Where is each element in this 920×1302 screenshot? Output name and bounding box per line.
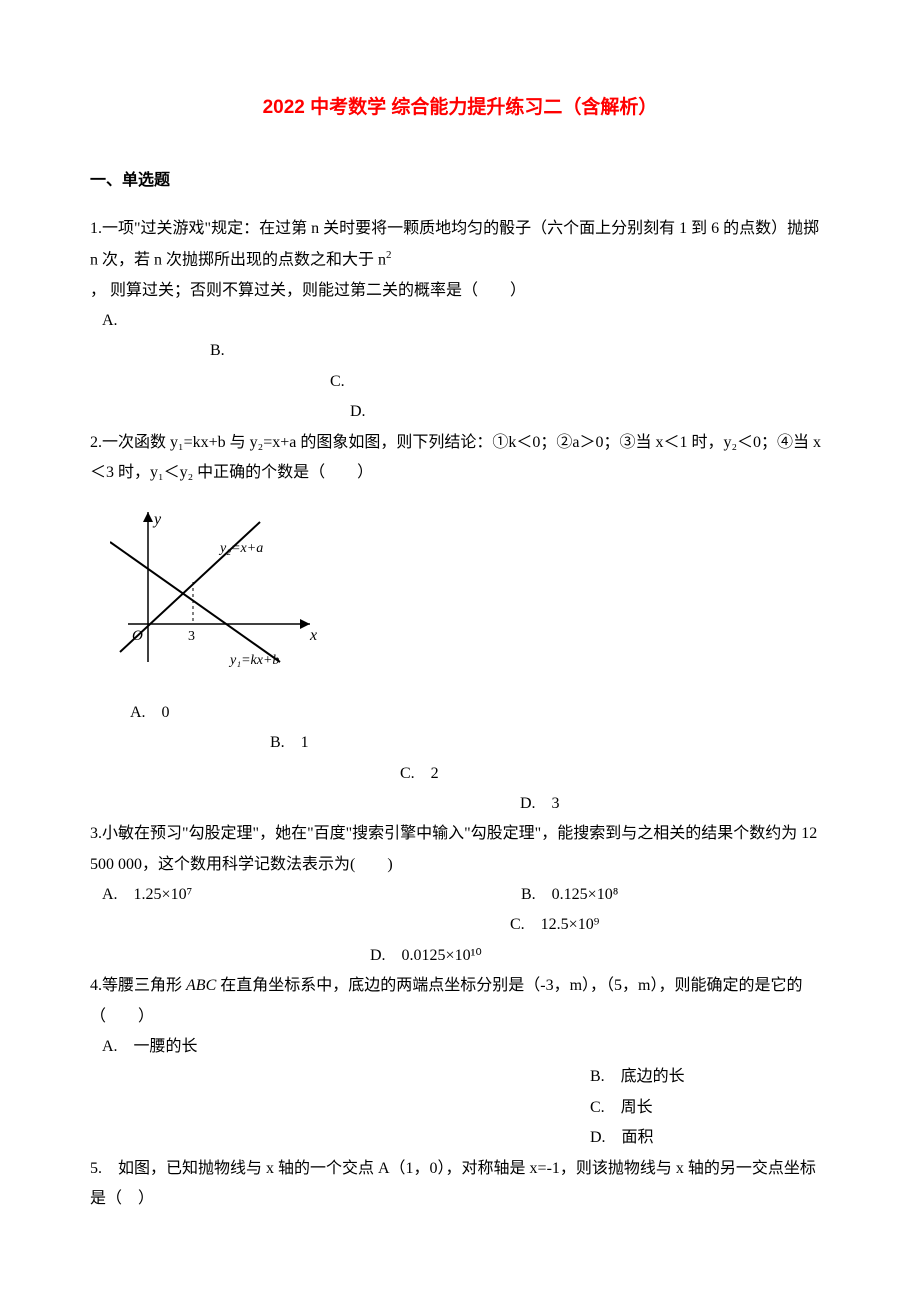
q1-option-d: D. <box>90 397 830 427</box>
question-1: 1.一项"过关游戏"规定：在过第 n 关时要将一颗质地均匀的骰子（六个面上分别刻… <box>90 214 830 306</box>
line-y1-label: y₁=kx+b <box>228 653 279 668</box>
section-heading-1: 一、单选题 <box>90 166 830 196</box>
q4-option-d: D. 面积 <box>90 1123 830 1153</box>
origin-label: O <box>132 628 143 644</box>
question-3: 3.小敏在预习"勾股定理"，她在"百度"搜索引擎中输入"勾股定理"，能搜索到与之… <box>90 819 830 880</box>
q2-option-c: C. 2 <box>90 759 830 789</box>
q1-text-1: 1.一项"过关游戏"规定：在过第 n 关时要将一颗质地均匀的骰子（六个面上分别刻… <box>90 220 819 268</box>
q4-option-c: C. 周长 <box>90 1093 830 1123</box>
q1-sup: 2 <box>386 249 392 261</box>
question-4: 4.等腰三角形 ABC 在直角坐标系中，底边的两端点坐标分别是（-3，m），（5… <box>90 971 830 1032</box>
q4-option-a: A. 一腰的长 <box>90 1032 830 1062</box>
line-y2-label: y₂=x+a <box>218 541 263 556</box>
q2-option-d: D. 3 <box>90 789 830 819</box>
q1-option-a: A. <box>90 306 830 336</box>
question-5: 5. 如图，已知抛物线与 x 轴的一个交点 A（1，0），对称轴是 x=-1，则… <box>90 1154 830 1215</box>
tick-3-label: 3 <box>188 629 195 644</box>
q2-figure: y x O 3 y₂=x+a y₁=kx+b <box>110 502 830 683</box>
q2-option-b: B. 1 <box>90 728 830 758</box>
q4-option-b: B. 底边的长 <box>90 1062 830 1092</box>
q3-option-c: C. 12.5×10⁹ <box>90 910 830 940</box>
q1-text-2: ， 则算过关；否则不算过关，则能过第二关的概率是（ ） <box>90 282 526 299</box>
q2-option-a: A. 0 <box>90 698 830 728</box>
q3-option-d: D. 0.0125×10¹⁰ <box>90 941 830 971</box>
question-2: 2.一次函数 y₁=kx+b 与 y₂=x+a 的图象如图，则下列结论：①k＜0… <box>90 428 830 489</box>
q1-option-b: B. <box>90 336 830 366</box>
q3-option-b: B. 0.125×10⁸ <box>411 880 830 910</box>
q2-graph-svg: y x O 3 y₂=x+a y₁=kx+b <box>110 502 330 672</box>
y-axis-label: y <box>152 511 162 528</box>
q3-option-a: A. 1.25×10⁷ <box>90 880 411 910</box>
x-axis-label: x <box>309 627 317 644</box>
q1-option-c: C. <box>90 367 830 397</box>
page-title: 2022 中考数学 综合能力提升练习二（含解析） <box>90 90 830 126</box>
